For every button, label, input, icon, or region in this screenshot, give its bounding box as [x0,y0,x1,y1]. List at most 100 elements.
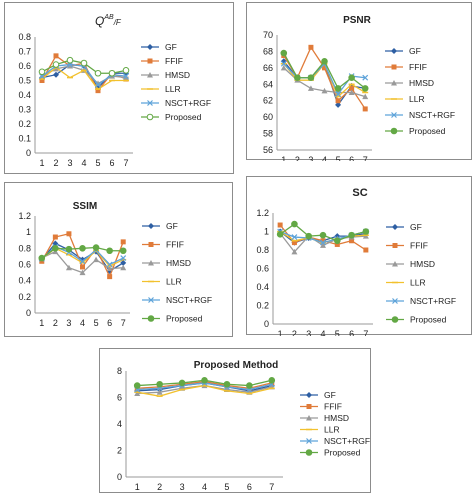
chart-ssim-panel: SSIM 0 0.2 0.4 0.6 0.8 1 1.2 1 2 3 4 5 6 7 GF FFIF HMSD L… [4,182,233,337]
data-point [361,85,369,92]
x-tick-label: 2 [295,155,300,161]
legend-label: LLR [409,94,425,104]
x-tick-label: 5 [336,155,341,161]
y-tick-label: 66 [263,63,273,73]
data-point [178,379,186,387]
data-point [307,74,315,82]
x-tick-label: 2 [53,158,58,168]
data-point [348,231,355,239]
legend-label: LLR [166,277,182,287]
data-point [80,264,85,270]
y-tick-label: 0.4 [18,90,31,100]
data-point [307,85,314,91]
data-point [66,56,74,64]
y-tick-label: 6 [117,393,122,403]
data-point [79,269,86,276]
x-tick-label: 5 [95,158,100,168]
chart-proposed-method-panel: Proposed Method 0 2 4 6 8 1 2 3 4 5 6 7 GF FFIF HMSD LL… [99,348,371,493]
legend-label: HMSD [165,70,190,80]
data-point [120,259,127,266]
x-tick-label: 1 [39,318,44,328]
y-tick-label: 0.8 [256,245,269,255]
data-point [106,265,113,272]
x-tick-label: 6 [349,329,354,336]
y-tick-label: 0.1 [18,134,31,144]
legend-label: Proposed [409,126,446,136]
chart-proposed-method-title: Proposed Method [194,360,278,371]
data-point [362,106,368,112]
data-point [120,239,126,245]
legend-marker [148,260,154,266]
data-point [79,258,86,265]
legend-marker [147,100,153,106]
y-tick-label: 4 [117,419,122,429]
legend-label: FFIF [165,56,183,66]
data-point [107,274,113,280]
legend-label: NSCT+RGF [409,110,455,120]
legend-label: GF [324,390,336,400]
data-point [280,64,287,71]
data-point [322,65,327,71]
data-point [133,382,141,389]
data-point [67,63,73,69]
data-point [53,65,59,72]
data-point [93,256,100,263]
legend-label: NSCT+RGF [166,295,212,305]
data-point [268,376,276,384]
legend-marker [391,316,399,323]
data-point [120,264,127,271]
y-tick-label: 0.8 [18,32,31,42]
legend-marker [148,242,154,247]
legend-marker [392,243,398,248]
data-point [134,390,141,397]
data-point [291,248,298,255]
legend-label: FFIF [410,241,428,251]
data-point [320,242,326,248]
legend-label: HMSD [410,259,435,269]
data-point [362,74,369,81]
y-tick-label: 8 [117,366,122,376]
y-tick-label: 0.6 [18,260,31,270]
data-point [79,245,86,252]
legend-marker [391,112,397,118]
data-point [92,244,100,251]
chart-qabf-panel: QAB/F 0 0.1 0.2 0.3 0.4 0.5 0.6 0.7 0.8 1 2 3 4 5 6 7 GF… [4,2,234,174]
data-point [362,228,370,235]
y-tick-label: 70 [263,30,273,40]
y-tick-label: 64 [263,79,273,89]
y-tick-label: 0 [26,148,31,158]
x-tick-label: 1 [281,155,286,161]
x-tick-label: 7 [363,329,368,336]
data-point [321,87,328,94]
data-point [294,74,301,82]
legend-marker [306,404,312,409]
legend-label: HMSD [409,78,434,88]
data-point [66,231,72,237]
data-point [156,389,163,395]
data-point [53,71,59,78]
data-point [65,245,73,253]
x-tick-label: 3 [67,158,72,168]
chart-sc-svg: SC 0 0.2 0.4 0.6 0.8 1 1.2 1 2 3 4 5 6 7 GF FFIF HMSD LLR… [256,187,456,339]
data-point [53,53,59,59]
x-tick-label: 7 [363,155,368,161]
data-point [223,380,231,388]
legend-marker [306,392,312,398]
y-tick-label: 62 [263,96,273,106]
data-point [52,245,59,252]
legend-marker [147,44,153,50]
x-tick-label: 7 [123,158,128,168]
legend-label: LLR [410,278,426,288]
y-tick-label: 0.5 [18,76,31,86]
x-tick-label: 7 [269,482,274,492]
y-tick-label: 0.7 [18,47,31,57]
data-point [349,238,355,244]
data-point [305,232,313,240]
y-tick-label: 1 [264,227,269,237]
legend-marker [391,64,397,70]
data-point [349,85,355,91]
chart-qabf-title: QAB/F [95,14,122,28]
legend-marker [391,80,397,86]
y-tick-label: 0 [264,319,269,329]
data-point [38,254,46,262]
